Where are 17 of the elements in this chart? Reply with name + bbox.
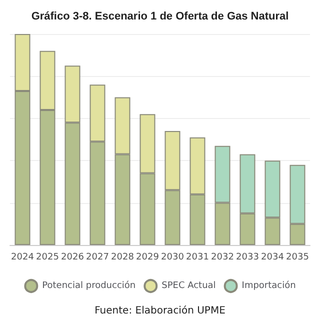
x-tick-label: 2029 xyxy=(136,252,160,262)
x-tick-label: 2028 xyxy=(111,252,134,262)
x-tick-label: 2025 xyxy=(36,252,59,262)
x-tick-label: 2034 xyxy=(261,252,284,262)
legend-label: Importación xyxy=(242,280,296,291)
x-tick-label: 2035 xyxy=(286,252,309,262)
chart-title: Gráfico 3-8. Escenario 1 de Oferta de Gas Natural xyxy=(31,10,289,22)
x-tick-label: 2033 xyxy=(236,252,259,262)
x-tick-label: 2032 xyxy=(211,252,234,262)
legend-label: Potencial producción xyxy=(42,280,136,291)
x-tick-label: 2031 xyxy=(186,252,209,262)
legend-label: SPEC Actual xyxy=(162,281,216,291)
x-tick-label: 2026 xyxy=(61,252,84,262)
x-tick-label: 2024 xyxy=(11,252,34,262)
x-tick-label: 2027 xyxy=(86,252,109,262)
x-tick-label: 2030 xyxy=(161,252,184,262)
source-note: Fuente: Elaboración UPME xyxy=(94,306,226,316)
